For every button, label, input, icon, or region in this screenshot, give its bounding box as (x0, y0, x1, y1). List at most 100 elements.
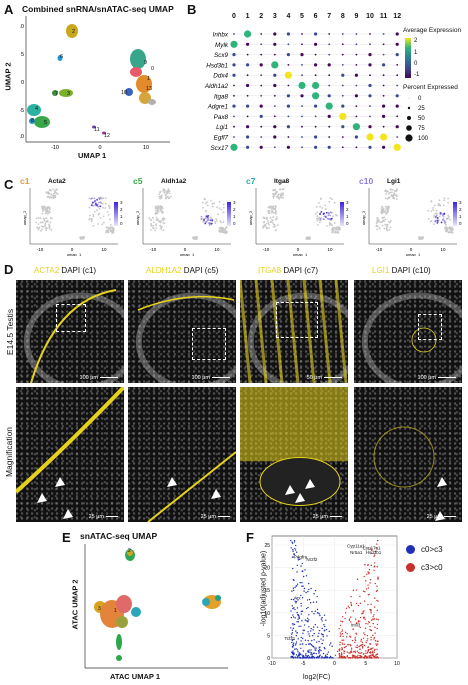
volcano-point (370, 636, 372, 639)
volcano-point (292, 614, 294, 616)
volcano-point (361, 647, 364, 649)
expression-dot (369, 105, 371, 107)
cluster-label: 0 (151, 66, 154, 72)
expressing-cell (96, 204, 98, 206)
volcano-point (372, 653, 374, 655)
pct-legend-dot (408, 97, 410, 99)
volcano-point (313, 639, 315, 641)
volcano-point (363, 575, 365, 578)
volcano-point (301, 570, 304, 573)
expression-dot (300, 94, 304, 98)
volcano-point (300, 605, 303, 607)
volcano-point (373, 555, 375, 557)
arrowhead-marker (211, 489, 221, 499)
volcano-point (303, 624, 306, 626)
expression-dot (382, 94, 385, 97)
expression-dot (260, 33, 263, 35)
volcano-point (341, 629, 344, 631)
svg-text:3: 3 (98, 606, 101, 612)
colorbar-tick: 0 (459, 221, 462, 226)
colorbar-tick: 1 (459, 214, 462, 219)
c-axis-y: umap_2 (22, 210, 27, 225)
expression-dot (314, 115, 317, 118)
volcano-point (296, 655, 299, 657)
volcano-point (323, 614, 326, 616)
volcano-point (325, 628, 328, 631)
volcano-point (308, 635, 311, 637)
volcano-point (293, 553, 296, 556)
volcano-point (300, 613, 302, 615)
volcano-point (290, 636, 293, 638)
volcano-point (321, 657, 324, 659)
f-xtick: -5 (301, 661, 306, 667)
marker-signal (147, 451, 236, 522)
volcano-point (295, 654, 298, 656)
expressing-cell (322, 218, 325, 220)
volcano-point (292, 556, 294, 558)
magnification-box (418, 314, 442, 340)
gene-annotation: Nr2f2 (306, 557, 318, 562)
volcano-point (370, 612, 372, 614)
expression-dot (382, 33, 385, 35)
volcano-point (367, 594, 369, 596)
volcano-point (354, 650, 356, 652)
volcano-point (297, 599, 299, 601)
marker-signal (254, 280, 268, 383)
expression-dot (368, 63, 372, 67)
pct-legend-dot (406, 125, 412, 131)
volcano-point (291, 641, 293, 644)
cluster-header: 11 (380, 13, 388, 20)
expression-dot (395, 42, 399, 46)
stain-label: DAPI (c1) (59, 266, 97, 275)
expression-dot (246, 63, 250, 67)
volcano-point (291, 590, 293, 592)
gene-label: Mylk (215, 42, 229, 49)
expressing-cell (207, 219, 209, 222)
expression-dot (273, 32, 277, 36)
volcano-point (303, 590, 305, 592)
expressing-cell (319, 213, 321, 215)
volcano-point (360, 656, 362, 658)
expression-dot (396, 64, 399, 66)
a-ytick: -10 (20, 134, 24, 140)
volcano-point (342, 639, 345, 641)
expression-dot (233, 33, 235, 35)
expression-dot (260, 74, 263, 77)
volcano-point (376, 609, 378, 612)
legend-label: c3>c0 (421, 563, 443, 572)
volcano-point (346, 632, 348, 635)
volcano-point (295, 600, 298, 603)
volcano-point (293, 579, 295, 582)
expression-dot (393, 143, 401, 151)
volcano-point (301, 585, 303, 587)
volcano-point (365, 580, 367, 582)
expression-dot (395, 32, 399, 36)
volcano-point (377, 640, 379, 643)
volcano-point (325, 619, 327, 621)
expr-tick-1: 1 (414, 50, 418, 56)
volcano-point (362, 590, 365, 592)
volcano-point (309, 651, 311, 653)
colorbar-tick: 2 (233, 207, 236, 212)
colorbar-tick: 2 (459, 207, 462, 212)
c-xtick: 10 (214, 247, 220, 252)
expression-dot (271, 61, 279, 69)
volcano-point (342, 643, 344, 645)
volcano-point (295, 634, 298, 637)
c-xtick: -10 (263, 247, 270, 252)
volcano-point (292, 650, 294, 652)
cluster-label: 1 (147, 76, 150, 82)
volcano-point (290, 598, 293, 601)
legend-dot (406, 563, 415, 572)
volcano-point (302, 632, 304, 635)
volcano-point (360, 640, 362, 642)
volcano-point (344, 612, 347, 614)
volcano-point (292, 567, 294, 570)
panel-f-letter: F (246, 530, 254, 545)
volcano-point (320, 649, 322, 652)
volcano-point (301, 610, 304, 612)
volcano-point (355, 646, 357, 648)
expression-dot (341, 94, 344, 97)
volcano-point (374, 554, 376, 556)
volcano-point (301, 581, 303, 584)
